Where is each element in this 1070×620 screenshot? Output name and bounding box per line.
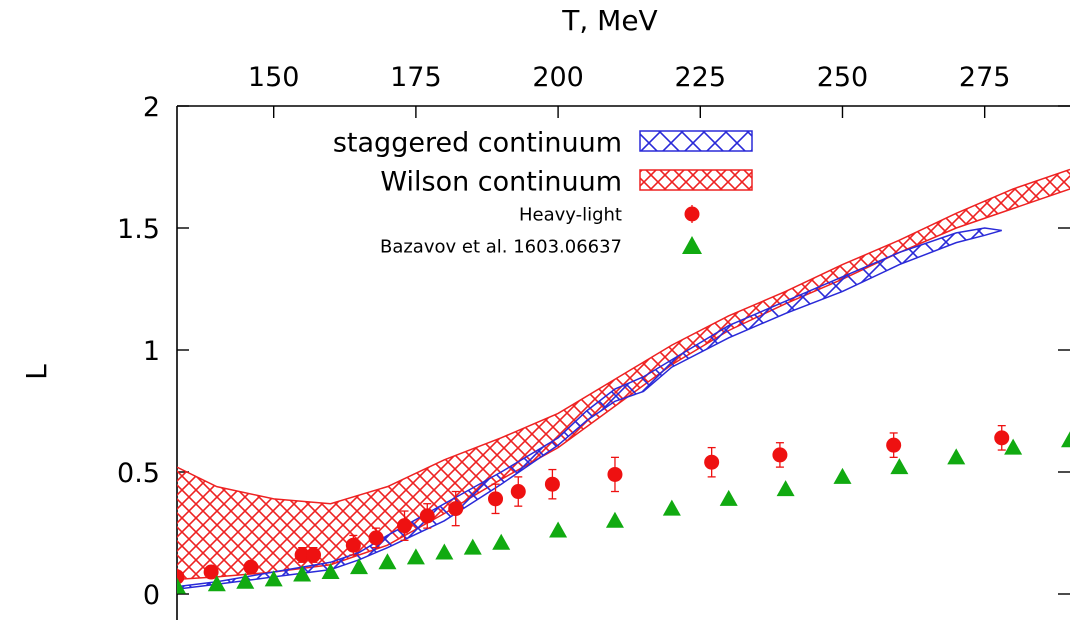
heavy-light-point — [886, 437, 902, 453]
heavy-light-point — [419, 508, 435, 524]
x-tick-label: 175 — [390, 62, 442, 93]
legend-label: Bazavov et al. 1603.06637 — [380, 236, 622, 257]
heavy-light-point — [203, 564, 219, 580]
legend-swatch — [639, 130, 753, 152]
x-tick-label: 150 — [248, 62, 300, 93]
bazavov-point — [378, 553, 397, 570]
heavy-light-point — [607, 466, 623, 482]
y-tick-label: 0 — [143, 580, 160, 611]
legend-label: Heavy-light — [519, 204, 622, 225]
legend-swatch — [639, 169, 753, 191]
bazavov-point — [350, 558, 369, 575]
y-tick-label: 1 — [143, 336, 160, 367]
heavy-light-point — [345, 537, 361, 553]
x-tick-label: 225 — [675, 62, 727, 93]
band-upper-staggered-continuum — [177, 227, 1002, 588]
bazavov-point — [264, 570, 283, 587]
bazavov-point — [833, 467, 852, 484]
band-upper-wilson-continuum — [177, 168, 1070, 505]
bazavov-point — [662, 499, 681, 516]
heavy-light-point — [306, 547, 322, 563]
heavy-light-point — [544, 476, 560, 492]
bazavov-point — [947, 448, 966, 465]
bazavov-point — [177, 577, 186, 594]
bazavov-point — [435, 543, 454, 560]
x-axis-ticks: 150 175 200 225 250 275 — [248, 62, 1011, 118]
legend-swatch — [684, 206, 700, 222]
heavy-light-point — [510, 484, 526, 500]
bazavov-point — [605, 511, 624, 528]
points-layer — [177, 424, 1070, 594]
y-tick-label: 2 — [143, 92, 160, 123]
bazavov-point — [406, 548, 425, 565]
bazavov-point — [236, 572, 255, 589]
heavy-light-point — [368, 530, 384, 546]
x-tick-label: 275 — [959, 62, 1011, 93]
x-tick-label: 250 — [817, 62, 869, 93]
bazavov-point — [1061, 431, 1070, 448]
heavy-light-point — [177, 569, 185, 585]
bazavov-point — [1004, 438, 1023, 455]
x-tick-label: 200 — [532, 62, 584, 93]
legend: staggered continuum Wilson continuum Heavy… — [333, 127, 753, 257]
y-axis-title: L — [20, 364, 53, 380]
bazavov-point — [207, 575, 226, 592]
bazavov-point — [463, 538, 482, 555]
y-tick-label: 1.5 — [117, 214, 160, 245]
bazavov-point — [492, 533, 511, 550]
legend-label: Wilson continuum — [380, 166, 622, 197]
heavy-light-point — [294, 547, 310, 563]
bazavov-point — [549, 521, 568, 538]
bazavov-point — [321, 563, 340, 580]
heavy-light-point — [704, 454, 720, 470]
heavy-light-point — [488, 491, 504, 507]
heavy-light-point — [772, 447, 788, 463]
bazavov-point — [890, 458, 909, 475]
bazavov-point — [719, 489, 738, 506]
legend-swatch — [682, 236, 702, 254]
heavy-light-point — [994, 430, 1010, 446]
heavy-light-point — [448, 501, 464, 517]
heavy-light-point — [243, 559, 259, 575]
y-tick-label: 0.5 — [117, 458, 160, 489]
x-axis-title: T, MeV — [561, 4, 657, 37]
bands-layer — [177, 168, 1070, 590]
heavy-light-point — [397, 518, 413, 534]
bazavov-point — [293, 565, 312, 582]
legend-label: staggered continuum — [333, 127, 622, 158]
band-lower-staggered-continuum — [177, 229, 1002, 590]
bazavov-point — [776, 480, 795, 497]
